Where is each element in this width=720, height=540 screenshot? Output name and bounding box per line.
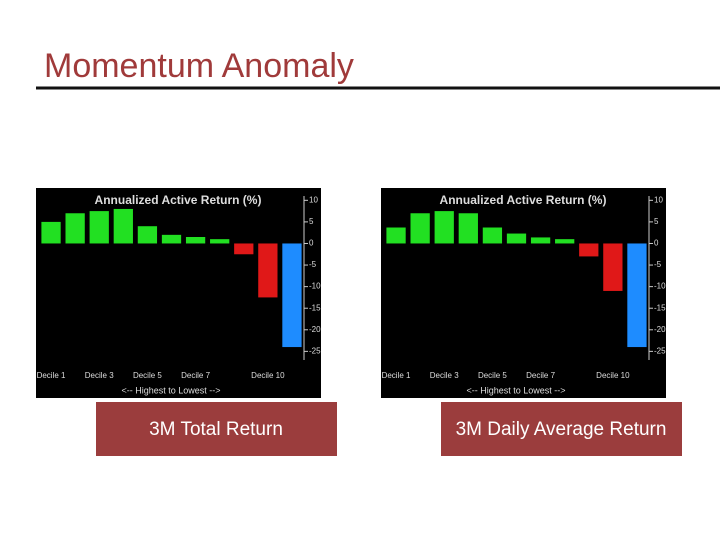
y-tick-label: -10: [654, 282, 666, 291]
chart-title: Annualized Active Return (%): [95, 193, 262, 207]
bar: [161, 234, 182, 244]
bar: [410, 213, 430, 244]
bar: [603, 243, 623, 291]
x-tick-label: Decile 7: [526, 371, 555, 380]
y-tick-label: -25: [654, 346, 666, 355]
y-tick-label: 0: [309, 239, 314, 248]
bar: [627, 243, 647, 348]
chart-title: Annualized Active Return (%): [440, 193, 607, 207]
x-axis-label: <-- Highest to Lowest -->: [121, 385, 220, 395]
y-tick-label: 10: [309, 195, 318, 204]
x-tick-label: Decile 1: [382, 371, 411, 380]
y-tick-label: -5: [654, 260, 662, 269]
bar: [113, 208, 133, 244]
caption-box: [96, 402, 337, 456]
caption: 3M Total Return: [149, 419, 283, 440]
x-tick-label: Decile 3: [430, 371, 459, 380]
y-tick-label: -10: [309, 282, 321, 291]
x-tick-label: Decile 3: [85, 371, 114, 380]
bar: [555, 239, 575, 244]
y-tick-label: 0: [654, 239, 659, 248]
x-tick-label: Decile 10: [596, 371, 630, 380]
y-tick-label: 5: [654, 217, 659, 226]
x-tick-label: Decile 10: [251, 371, 285, 380]
bar: [185, 237, 206, 244]
slide-title: Momentum Anomaly: [44, 47, 354, 85]
bar: [41, 221, 61, 244]
x-tick-label: Decile 7: [181, 371, 210, 380]
y-tick-label: -15: [309, 303, 321, 312]
bar: [579, 243, 599, 257]
caption-box: [441, 402, 682, 456]
y-tick-label: -20: [309, 325, 321, 334]
y-tick-label: 10: [654, 195, 663, 204]
bar: [482, 227, 503, 244]
x-tick-label: Decile 1: [37, 371, 66, 380]
y-tick-label: -25: [309, 346, 321, 355]
bar: [89, 211, 109, 244]
bar: [506, 233, 527, 244]
bar: [210, 239, 230, 244]
y-tick-label: -20: [654, 325, 666, 334]
x-axis-label: <-- Highest to Lowest -->: [466, 385, 565, 395]
y-tick-label: -15: [654, 303, 666, 312]
bar: [458, 213, 478, 244]
bar: [234, 243, 254, 255]
y-tick-label: -5: [309, 260, 317, 269]
bar: [258, 243, 278, 298]
bar: [530, 237, 551, 244]
y-tick-label: 5: [309, 217, 314, 226]
bar: [137, 226, 158, 244]
bar: [282, 243, 302, 348]
bar: [386, 227, 406, 244]
bar: [65, 213, 85, 244]
x-tick-label: Decile 5: [478, 371, 507, 380]
bar: [434, 211, 454, 244]
x-tick-label: Decile 5: [133, 371, 162, 380]
caption: 3M Daily Average Return: [456, 419, 667, 440]
